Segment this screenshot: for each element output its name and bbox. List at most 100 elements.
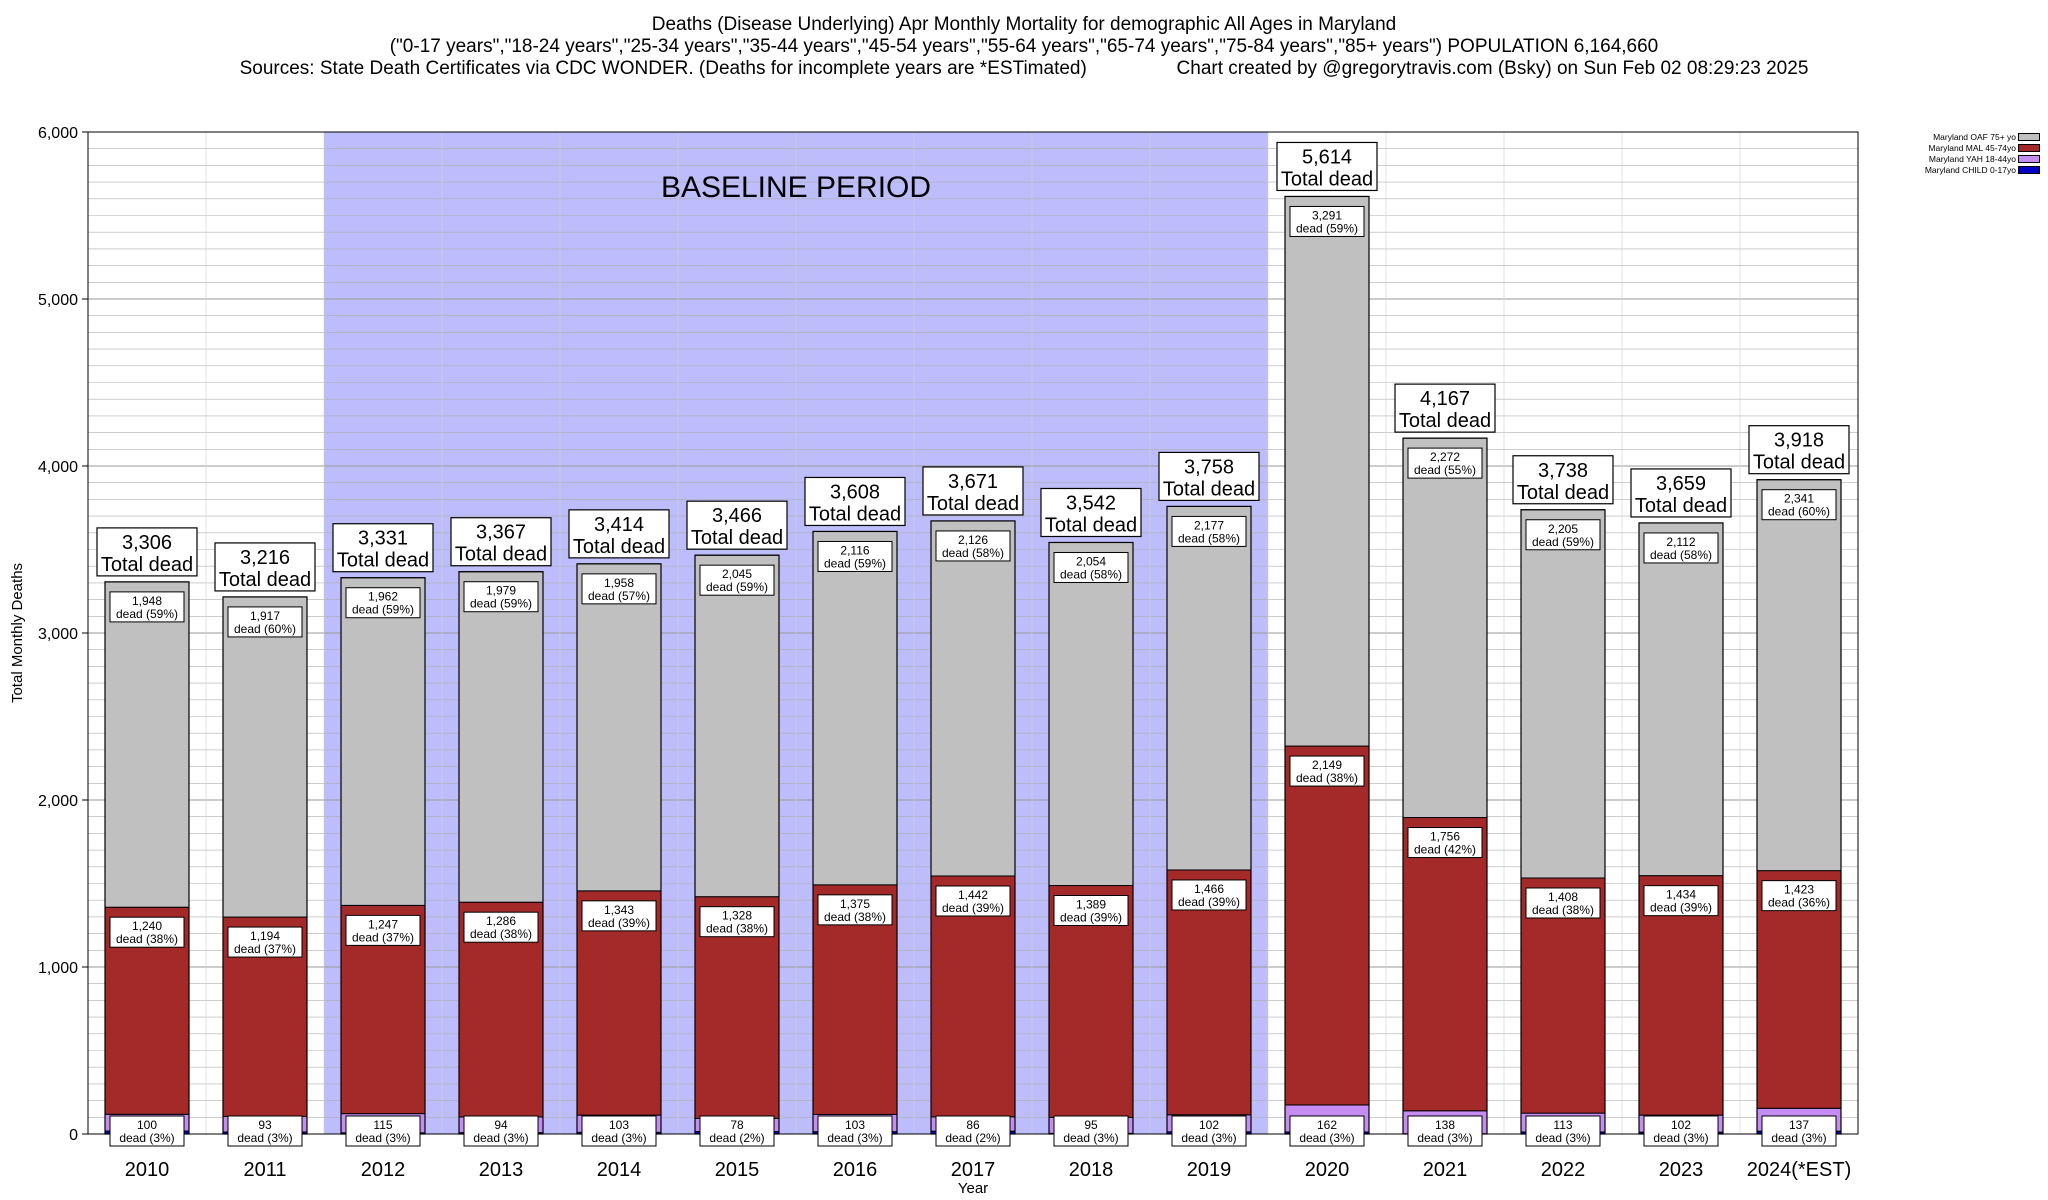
value-label-box <box>1053 1115 1129 1147</box>
bar-group <box>96 527 198 1147</box>
mal-value-label-pct: dead (38%) <box>1532 903 1594 917</box>
bar-segment <box>458 571 544 903</box>
value-label-box <box>1289 1115 1365 1147</box>
yah-value-label-pct: dead (2%) <box>709 1131 764 1145</box>
total-label-box <box>568 509 670 559</box>
mal-value-label-pct: dead (37%) <box>234 942 296 956</box>
total-label-box <box>1394 383 1496 433</box>
bar-segment <box>694 554 780 898</box>
mal-value-label-pct: dead (38%) <box>1296 771 1358 785</box>
total-dead-label: Total dead <box>927 493 1019 515</box>
value-label-box <box>1171 1115 1247 1147</box>
value-label-box <box>581 573 657 605</box>
bar-group <box>1394 383 1496 1147</box>
oaf-value-label-pct: dead (58%) <box>1060 567 1122 581</box>
yah-value-label-pct: dead (3%) <box>1535 1131 1590 1145</box>
oaf-value-label-pct: dead (58%) <box>1650 548 1712 562</box>
y-tick-label: 6,000 <box>38 125 78 142</box>
chart-subtitle: ("0-17 years","18-24 years","25-34 years… <box>389 36 1659 57</box>
total-value-label: 4,167 <box>1420 388 1470 410</box>
y-tick-label: 4,000 <box>38 459 78 476</box>
total-dead-label: Total dead <box>691 527 783 549</box>
bar-segment <box>1284 745 1370 1106</box>
value-label-box <box>1525 1115 1601 1147</box>
value-label-box <box>817 1115 893 1147</box>
yah-value-label: 86 <box>966 1118 980 1132</box>
legend-item: Maryland OAF 75+ yo <box>1882 132 2042 142</box>
legend-item-label: Maryland YAH 18-44yo <box>1928 154 2016 164</box>
total-label-box <box>804 476 906 527</box>
value-label-box <box>345 914 421 946</box>
bar-group <box>1040 487 1142 1147</box>
bar-segment <box>812 530 898 886</box>
x-tick-label: 2022 <box>1541 1159 1586 1181</box>
yah-value-label-pct: dead (3%) <box>1653 1131 1708 1145</box>
legend-swatch <box>2018 155 2040 163</box>
value-label-box <box>1407 447 1483 479</box>
total-dead-label: Total dead <box>1517 482 1609 504</box>
mal-value-label: 1,286 <box>486 914 516 928</box>
total-value-label: 3,608 <box>830 481 880 503</box>
yah-value-label: 137 <box>1789 1118 1809 1132</box>
mal-value-label: 1,442 <box>958 888 988 902</box>
mal-value-label-pct: dead (39%) <box>1178 895 1240 909</box>
total-value-label: 3,671 <box>948 471 998 493</box>
oaf-value-label: 2,054 <box>1076 554 1106 568</box>
yah-value-label: 113 <box>1553 1118 1572 1132</box>
oaf-value-label-pct: dead (58%) <box>1178 531 1240 545</box>
oaf-value-label-pct: dead (60%) <box>234 622 296 636</box>
yah-value-label-pct: dead (3%) <box>827 1131 882 1145</box>
value-label-box <box>345 587 421 619</box>
x-tick-label: 2017 <box>951 1159 996 1181</box>
mal-value-label-pct: dead (37%) <box>352 930 414 944</box>
bar-group <box>1158 451 1260 1147</box>
total-label-box <box>332 523 434 573</box>
oaf-value-label-pct: dead (59%) <box>1532 535 1594 549</box>
yah-value-label-pct: dead (3%) <box>355 1131 410 1145</box>
total-value-label: 3,331 <box>358 528 408 550</box>
value-label-box <box>935 1115 1011 1147</box>
oaf-value-label-pct: dead (59%) <box>352 603 414 617</box>
oaf-value-label: 2,341 <box>1784 492 1814 506</box>
total-dead-label: Total dead <box>101 554 193 576</box>
total-label-box <box>1040 487 1142 538</box>
oaf-value-label-pct: dead (59%) <box>706 580 768 594</box>
baseline-period-label: BASELINE PERIOD <box>661 171 931 204</box>
x-tick-label: 2016 <box>833 1159 878 1181</box>
total-dead-label: Total dead <box>337 550 429 572</box>
bar-segment <box>104 581 190 908</box>
total-label-box <box>1158 451 1260 502</box>
value-label-box <box>1761 489 1837 521</box>
oaf-value-label: 1,979 <box>486 584 516 598</box>
mal-value-label: 1,247 <box>368 917 398 931</box>
bar-segment <box>1048 541 1134 887</box>
yah-value-label: 93 <box>258 1118 272 1132</box>
total-value-label: 5,614 <box>1302 146 1352 168</box>
yah-value-label: 100 <box>137 1118 157 1132</box>
x-tick-label: 2014 <box>597 1159 642 1181</box>
x-tick-label: 2024(*EST) <box>1747 1159 1852 1181</box>
value-label-box <box>345 1115 421 1147</box>
total-dead-label: Total dead <box>809 503 901 525</box>
mal-value-label: 1,466 <box>1194 882 1224 896</box>
y-tick-label: 1,000 <box>38 960 78 977</box>
bar-segment <box>1520 509 1606 879</box>
x-tick-label: 2013 <box>479 1159 524 1181</box>
total-value-label: 3,918 <box>1774 430 1824 452</box>
total-dead-label: Total dead <box>1045 514 1137 536</box>
bar-group <box>1748 425 1850 1147</box>
oaf-value-label: 2,112 <box>1666 535 1695 549</box>
mal-value-label: 1,434 <box>1666 888 1696 902</box>
value-label-box <box>463 1115 539 1147</box>
mal-value-label: 1,343 <box>604 903 634 917</box>
yah-value-label-pct: dead (3%) <box>119 1131 174 1145</box>
yah-value-label-pct: dead (3%) <box>1063 1131 1118 1145</box>
x-tick-label: 2019 <box>1187 1159 1232 1181</box>
mal-value-label-pct: dead (39%) <box>1650 901 1712 915</box>
oaf-value-label-pct: dead (59%) <box>1296 221 1358 235</box>
mal-value-label: 1,756 <box>1430 830 1460 844</box>
x-tick-label: 2010 <box>125 1159 170 1181</box>
mal-value-label: 2,149 <box>1312 758 1342 772</box>
oaf-value-label: 1,917 <box>250 609 280 623</box>
bar-group <box>450 517 552 1147</box>
